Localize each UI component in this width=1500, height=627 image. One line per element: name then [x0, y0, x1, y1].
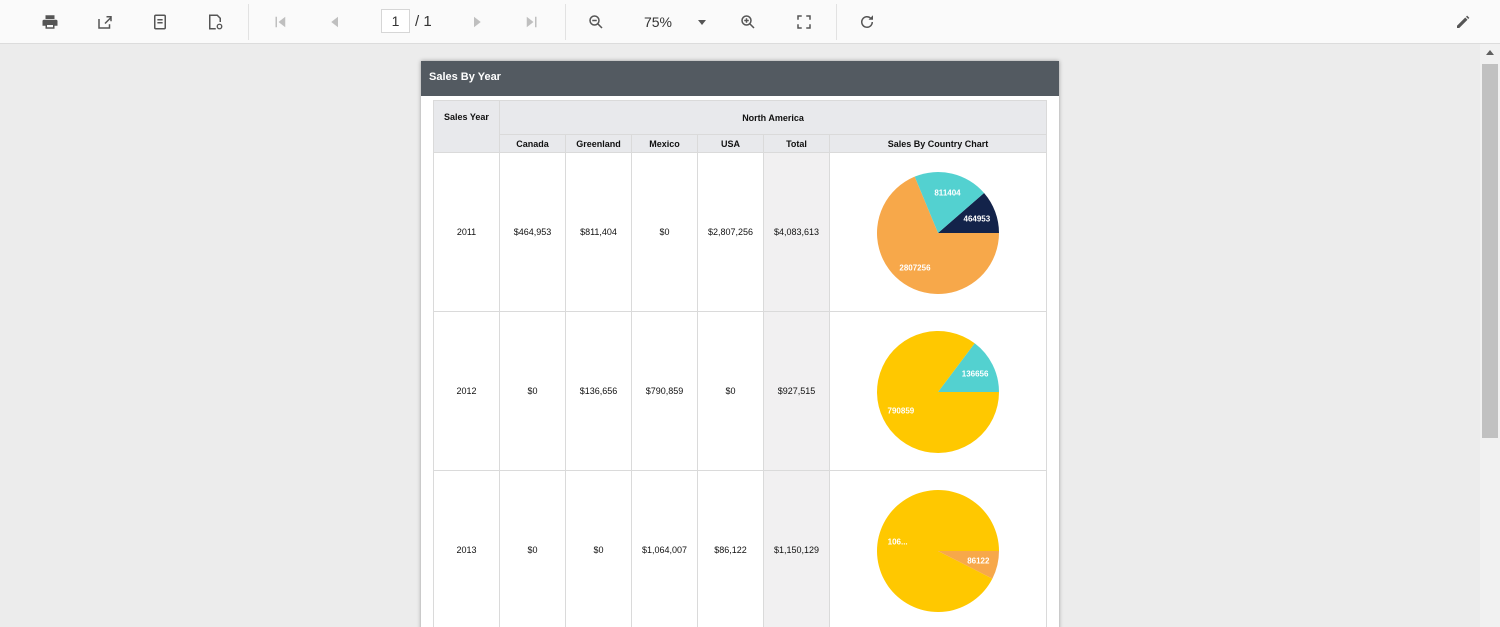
- fit-page-icon: [797, 15, 811, 29]
- report-title: Sales By Year: [429, 71, 501, 83]
- first-page-icon: [275, 16, 286, 28]
- table-row: 2012 $0 $136,656 $790,859 $0 $927,515 13…: [433, 311, 1048, 471]
- export-icon: [98, 16, 112, 29]
- total-cell: $927,515: [763, 311, 830, 471]
- fit-page-button[interactable]: [790, 8, 818, 36]
- toolbar-separator: [836, 4, 837, 40]
- canada-cell: $464,953: [499, 152, 566, 312]
- chart-header: Sales By Country Chart: [828, 134, 1048, 153]
- print-button[interactable]: [36, 8, 64, 36]
- pie-chart: 106... 86122: [877, 490, 999, 612]
- zoom-level[interactable]: 75%: [643, 14, 673, 30]
- zoom-dropdown-icon[interactable]: [694, 14, 710, 30]
- previous-page-button[interactable]: [321, 8, 349, 36]
- print-icon: [42, 15, 58, 29]
- export-button[interactable]: [91, 8, 119, 36]
- year-cell: 2013: [433, 470, 500, 627]
- edit-button[interactable]: [1449, 8, 1477, 36]
- page-setup-button[interactable]: [201, 8, 229, 36]
- next-page-button[interactable]: [463, 8, 491, 36]
- data-label: 790859: [888, 407, 915, 416]
- greenland-cell: $0: [565, 470, 632, 627]
- report-header: Sales By Year: [421, 61, 1059, 96]
- pie-slice-greenland: [938, 343, 999, 392]
- data-label: 811404: [934, 189, 961, 198]
- refresh-icon: [861, 15, 873, 28]
- mexico-header: Mexico: [631, 134, 698, 153]
- sales-year-header: Sales Year: [433, 100, 500, 153]
- zoom-out-icon: [589, 15, 603, 29]
- last-page-button[interactable]: [518, 8, 546, 36]
- usa-cell: $2,807,256: [697, 152, 764, 312]
- sales-table: Sales Year North America Canada Greenlan…: [433, 100, 1048, 627]
- total-cell: $1,150,129: [763, 470, 830, 627]
- mexico-cell: $0: [631, 152, 698, 312]
- toolbar-separator: [248, 4, 249, 40]
- page-setup-icon: [209, 14, 223, 30]
- scroll-up-arrow[interactable]: [1480, 44, 1500, 62]
- refresh-button[interactable]: [853, 8, 881, 36]
- pie-chart-cell: 464953 811404 2807256: [828, 152, 1048, 312]
- greenland-header: Greenland: [565, 134, 632, 153]
- last-page-icon: [526, 16, 537, 28]
- caret-up-icon: [1486, 50, 1494, 55]
- region-header: North America: [498, 100, 1048, 135]
- pie-chart: 136656 790859: [877, 331, 999, 453]
- data-label: 136656: [962, 369, 989, 378]
- pie-slice-canada: [938, 192, 999, 233]
- document-view-button[interactable]: [146, 8, 174, 36]
- zoom-out-button[interactable]: [582, 8, 610, 36]
- year-cell: 2012: [433, 311, 500, 471]
- pie-slice-mexico: [877, 331, 999, 453]
- usa-cell: $86,122: [697, 470, 764, 627]
- data-label: 86122: [967, 557, 990, 566]
- canada-cell: $0: [499, 311, 566, 471]
- pie-chart-cell: 136656 790859: [828, 311, 1048, 471]
- mexico-cell: $1,064,007: [631, 470, 698, 627]
- usa-cell: $0: [697, 311, 764, 471]
- first-page-button[interactable]: [266, 8, 294, 36]
- zoom-in-icon: [741, 15, 755, 29]
- next-page-icon: [474, 16, 481, 28]
- table-row: 2013 $0 $0 $1,064,007 $86,122 $1,150,129…: [433, 470, 1048, 627]
- zoom-in-button[interactable]: [734, 8, 762, 36]
- data-label: 464953: [964, 214, 991, 223]
- greenland-cell: $136,656: [565, 311, 632, 471]
- viewer-toolbar: / 1 75%: [0, 0, 1500, 44]
- pencil-icon: [1457, 15, 1470, 28]
- data-label: 106...: [888, 537, 908, 546]
- total-cell: $4,083,613: [763, 152, 830, 312]
- pie-chart-cell: 106... 86122: [828, 470, 1048, 627]
- data-label: 2807256: [899, 263, 931, 272]
- greenland-cell: $811,404: [565, 152, 632, 312]
- usa-header: USA: [697, 134, 764, 153]
- page-total: / 1: [415, 13, 432, 30]
- scroll-thumb[interactable]: [1482, 64, 1498, 438]
- toolbar-separator: [565, 4, 566, 40]
- pie-slice-usa: [938, 551, 999, 579]
- report-page: Sales By Year Sales Year North America C…: [421, 61, 1059, 627]
- table-row: 2011 $464,953 $811,404 $0 $2,807,256 $4,…: [433, 152, 1048, 312]
- year-cell: 2011: [433, 152, 500, 312]
- previous-page-icon: [331, 16, 338, 28]
- vertical-scrollbar[interactable]: [1480, 44, 1500, 627]
- pie-slice-usa: [877, 176, 999, 294]
- pie-chart: 464953 811404 2807256: [877, 172, 999, 294]
- mexico-cell: $790,859: [631, 311, 698, 471]
- pie-slice-greenland: [914, 172, 985, 233]
- total-header: Total: [763, 134, 830, 153]
- canada-cell: $0: [499, 470, 566, 627]
- current-page-input[interactable]: [381, 9, 410, 33]
- document-icon: [154, 14, 166, 30]
- canada-header: Canada: [499, 134, 566, 153]
